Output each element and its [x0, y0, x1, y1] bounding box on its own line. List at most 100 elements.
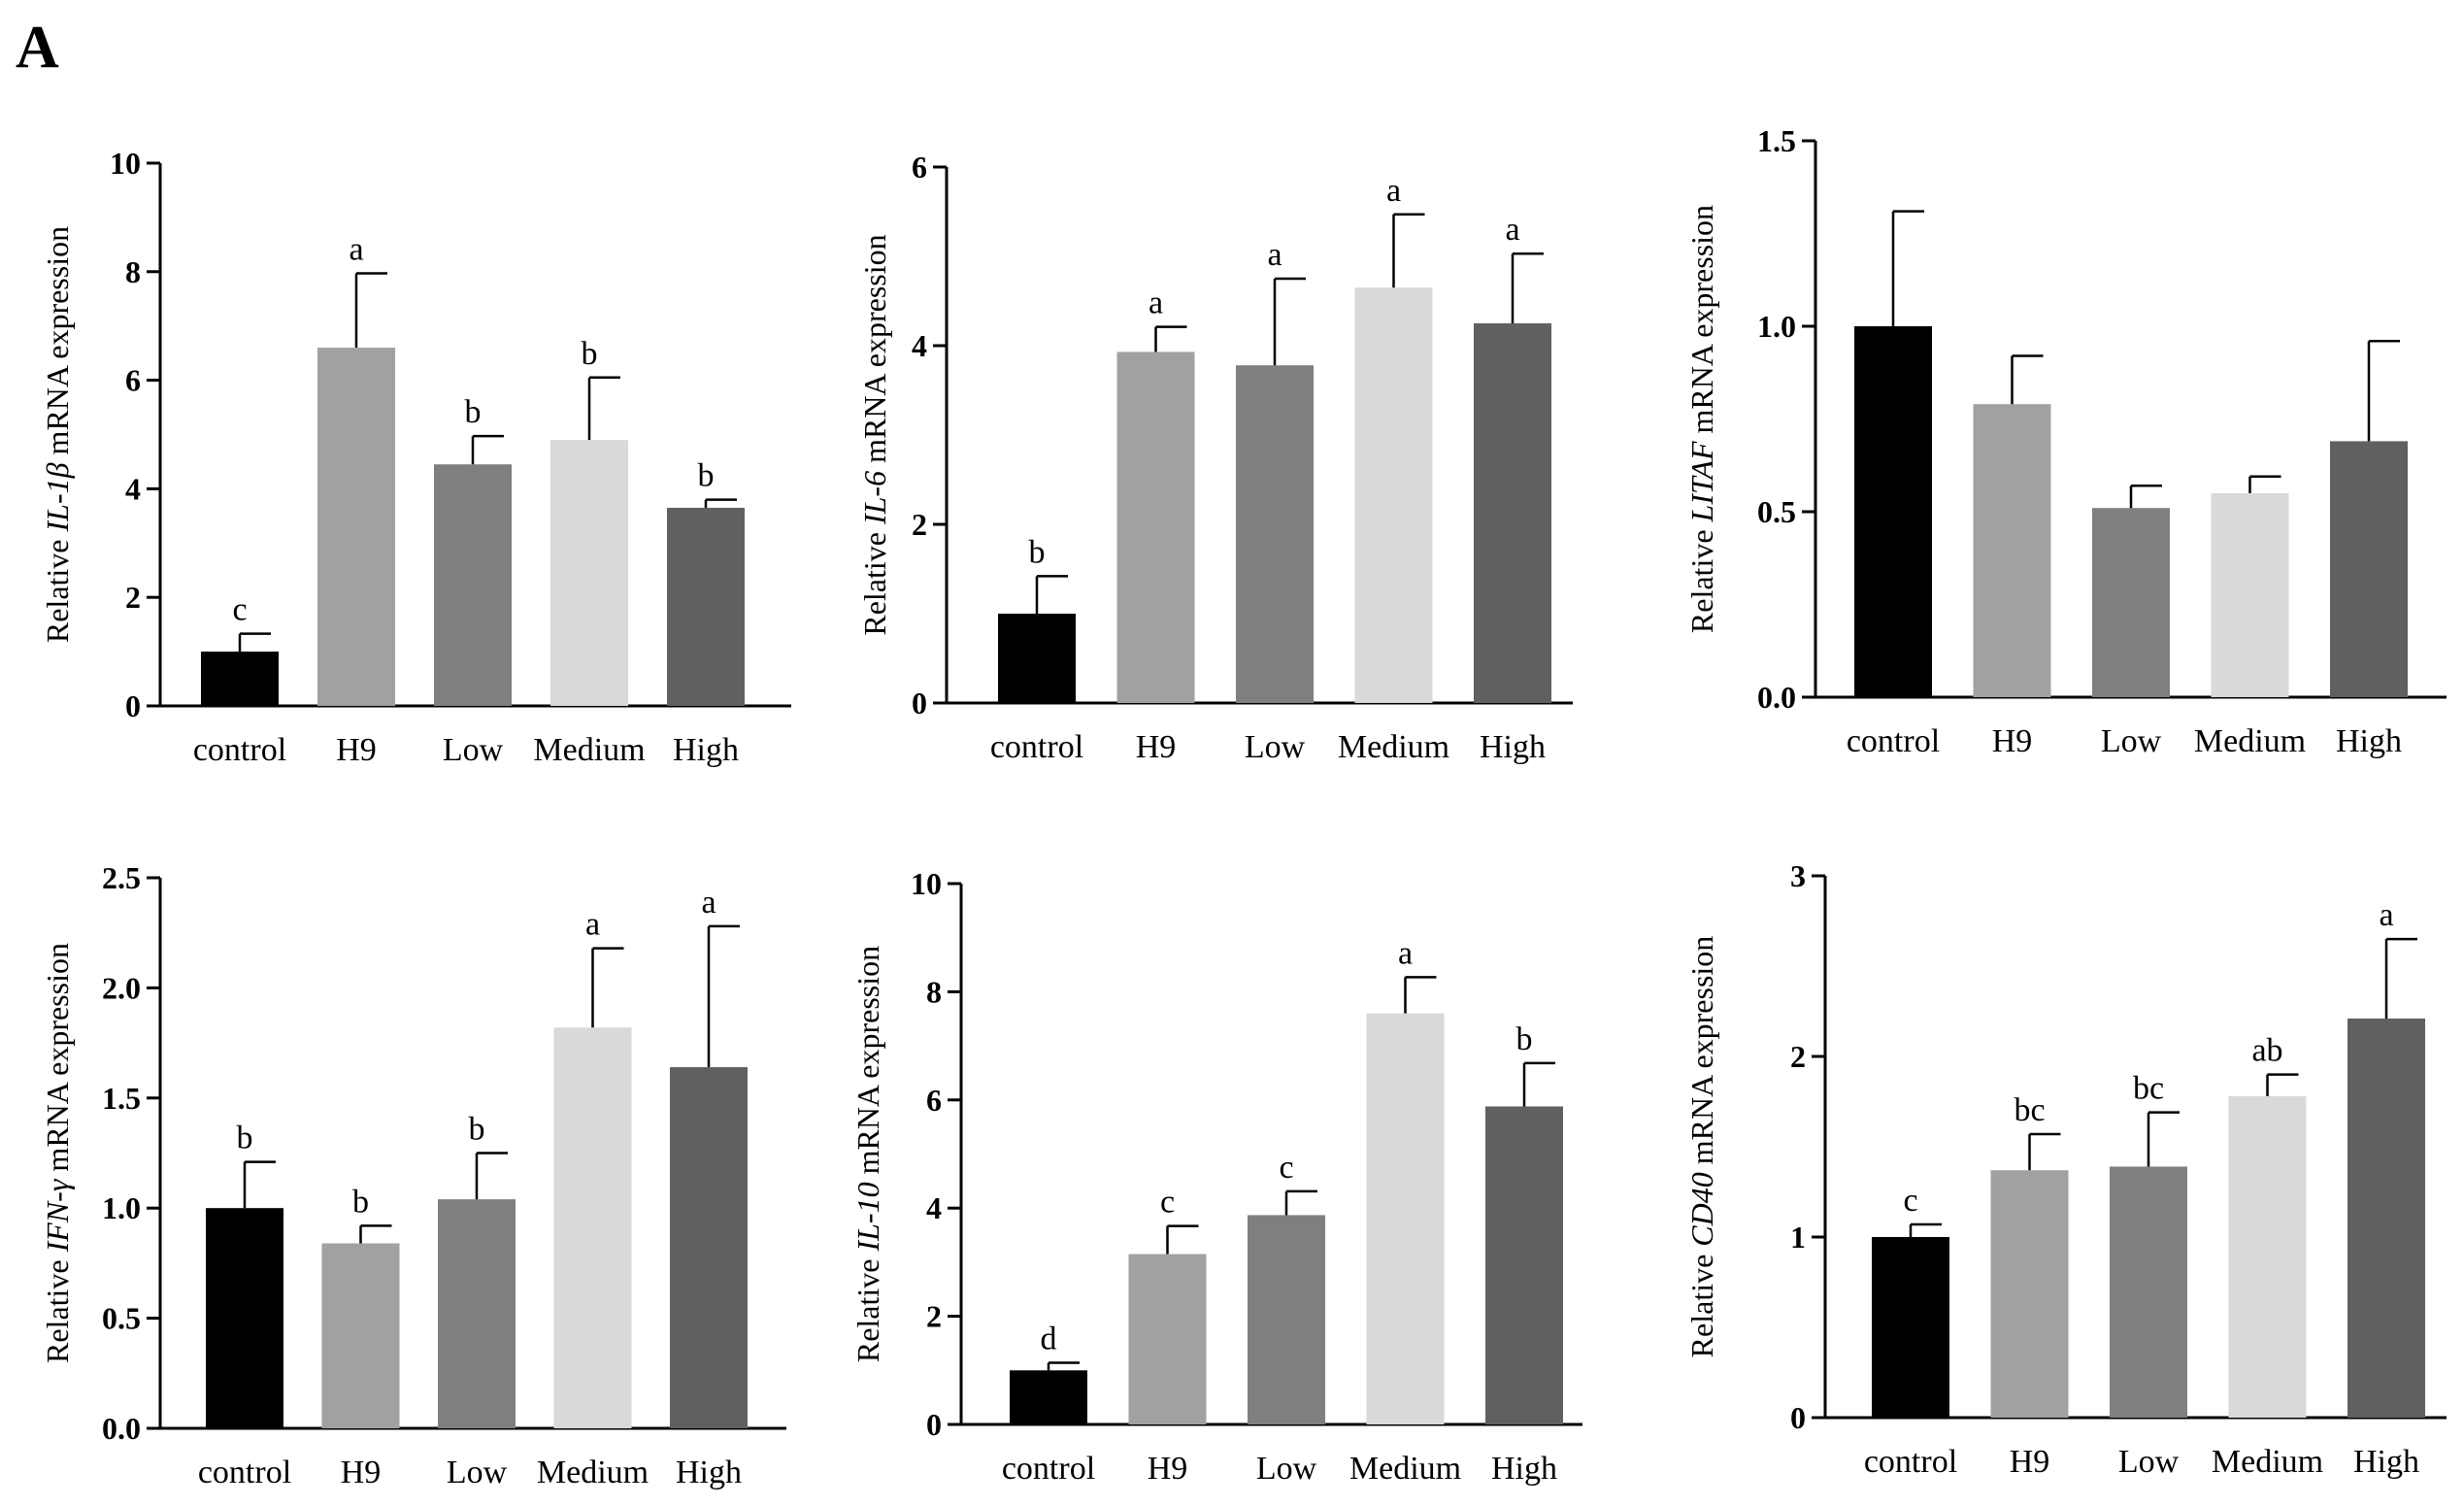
x-tick-label: Low	[443, 732, 504, 768]
significance-letter: c	[1160, 1185, 1175, 1221]
significance-letter: c	[1279, 1150, 1293, 1186]
bar-medium	[2211, 492, 2289, 697]
significance-letter: bc	[2014, 1092, 2045, 1128]
x-tick-label: Medium	[2194, 723, 2306, 759]
significance-letter: a	[2379, 897, 2393, 933]
panel-label: A	[16, 15, 59, 81]
y-tick-label: 0.0	[1757, 680, 1796, 715]
y-tick-label: 0.5	[102, 1301, 141, 1336]
bar-medium	[553, 1027, 632, 1428]
significance-letter: b	[1029, 534, 1046, 570]
y-tick-label: 0.5	[1757, 494, 1796, 529]
chart-1: 0 2 4 6 8 10 Relative IL-1β mRNA expression c co…	[40, 146, 791, 768]
bar-high	[1474, 323, 1551, 703]
y-tick-label: 1.0	[1757, 309, 1796, 344]
significance-letter: a	[1505, 212, 1519, 248]
bar-low	[1248, 1215, 1325, 1424]
bar-control	[201, 652, 279, 706]
x-tick-label: High	[673, 732, 739, 768]
x-tick-label: H9	[2010, 1444, 2050, 1480]
x-tick-label: control	[198, 1455, 291, 1490]
bar-low	[438, 1199, 516, 1428]
bar-control	[998, 614, 1076, 703]
x-tick-label: Low	[2101, 723, 2162, 759]
bar-high	[2330, 441, 2408, 697]
y-axis-label: Relative IL-1β mRNA expression	[40, 226, 75, 643]
y-axis-label: Relative CD40 mRNA expression	[1684, 936, 1719, 1358]
significance-letter: b	[352, 1184, 369, 1220]
y-tick-label: 8	[926, 974, 942, 1009]
x-tick-label: Low	[447, 1455, 508, 1490]
significance-letter: a	[585, 907, 600, 943]
bar-high	[2347, 1018, 2425, 1418]
y-tick-label: 3	[1790, 858, 1806, 893]
y-axis-label: Relative IFN-γ mRNA expression	[40, 943, 75, 1363]
y-tick-label: 1.5	[1757, 123, 1796, 158]
bar-h9	[321, 1243, 400, 1428]
significance-letter: a	[1149, 285, 1163, 321]
bar-h9	[317, 348, 395, 706]
bar-low	[2110, 1166, 2187, 1418]
significance-letter: a	[701, 885, 716, 920]
significance-letter: a	[1398, 935, 1413, 971]
x-tick-label: H9	[341, 1455, 382, 1490]
significance-letter: ab	[2251, 1033, 2282, 1069]
x-tick-label: control	[193, 732, 286, 768]
x-tick-label: control	[1002, 1451, 1095, 1487]
y-tick-label: 10	[110, 146, 141, 181]
bar-high	[670, 1067, 748, 1428]
bar-control	[1872, 1237, 1949, 1418]
x-tick-label: control	[1864, 1444, 1957, 1480]
y-tick-label: 0.0	[102, 1411, 141, 1446]
significance-letter: b	[698, 458, 715, 494]
significance-letter: a	[1267, 237, 1282, 273]
significance-letter: b	[469, 1112, 485, 1148]
y-axis-label: Relative IL-10 mRNA expression	[850, 946, 885, 1362]
bar-control	[206, 1208, 283, 1428]
y-tick-label: 6	[125, 363, 141, 398]
significance-letter: b	[1516, 1021, 1533, 1057]
y-tick-label: 0	[1790, 1400, 1806, 1435]
bar-low	[1236, 365, 1314, 703]
x-tick-label: High	[2353, 1444, 2419, 1480]
chart-4: 0.0 0.5 1.0 1.5 2.0 2.5 Relative IFN-γ mRNA ex…	[40, 860, 786, 1490]
x-tick-label: H9	[1148, 1451, 1188, 1487]
y-tick-label: 2	[125, 580, 141, 615]
bar-h9	[1990, 1170, 2069, 1418]
bar-high	[1485, 1106, 1563, 1424]
x-tick-label: H9	[1992, 723, 2033, 759]
y-tick-label: 1.0	[102, 1190, 141, 1225]
y-tick-label: 1.5	[102, 1081, 141, 1116]
x-tick-label: High	[1480, 729, 1546, 765]
chart-2: 0 2 4 6 Relative IL-6 mRNA expression b contro…	[857, 150, 1573, 765]
y-tick-label: 4	[125, 471, 141, 506]
bar-medium	[550, 440, 628, 706]
x-tick-label: Medium	[533, 732, 645, 768]
y-tick-label: 4	[912, 328, 927, 363]
y-tick-label: 2	[912, 507, 927, 542]
y-axis-label: Relative LITAF mRNA expression	[1684, 205, 1719, 633]
significance-letter: b	[465, 394, 482, 430]
chart-3: 0.0 0.5 1.0 1.5 Relative LITAF mRNA expressi…	[1684, 123, 2447, 759]
x-tick-label: Low	[2118, 1444, 2180, 1480]
y-tick-label: 6	[926, 1083, 942, 1118]
bar-h9	[1116, 351, 1195, 703]
x-tick-label: H9	[336, 732, 377, 768]
bar-medium	[1354, 287, 1433, 703]
x-tick-label: Medium	[2212, 1444, 2323, 1480]
x-tick-label: control	[990, 729, 1083, 765]
x-tick-label: High	[2336, 723, 2402, 759]
bar-high	[667, 507, 745, 706]
x-tick-label: H9	[1136, 729, 1177, 765]
x-tick-label: Low	[1256, 1451, 1317, 1487]
significance-letter: a	[1386, 173, 1401, 209]
bar-h9	[1128, 1254, 1207, 1424]
y-tick-label: 0	[125, 688, 141, 723]
bar-medium	[1366, 1013, 1445, 1424]
chart-6: 0 1 2 3 Relative CD40 mRNA expression c contro…	[1684, 858, 2447, 1480]
bar-control	[1854, 326, 1932, 697]
bar-low	[434, 464, 512, 706]
x-tick-label: Medium	[1349, 1451, 1461, 1487]
significance-letter: c	[1903, 1183, 1917, 1219]
chart-5: 0 2 4 6 8 10 Relative IL-10 mRNA expression d co…	[850, 866, 1582, 1487]
